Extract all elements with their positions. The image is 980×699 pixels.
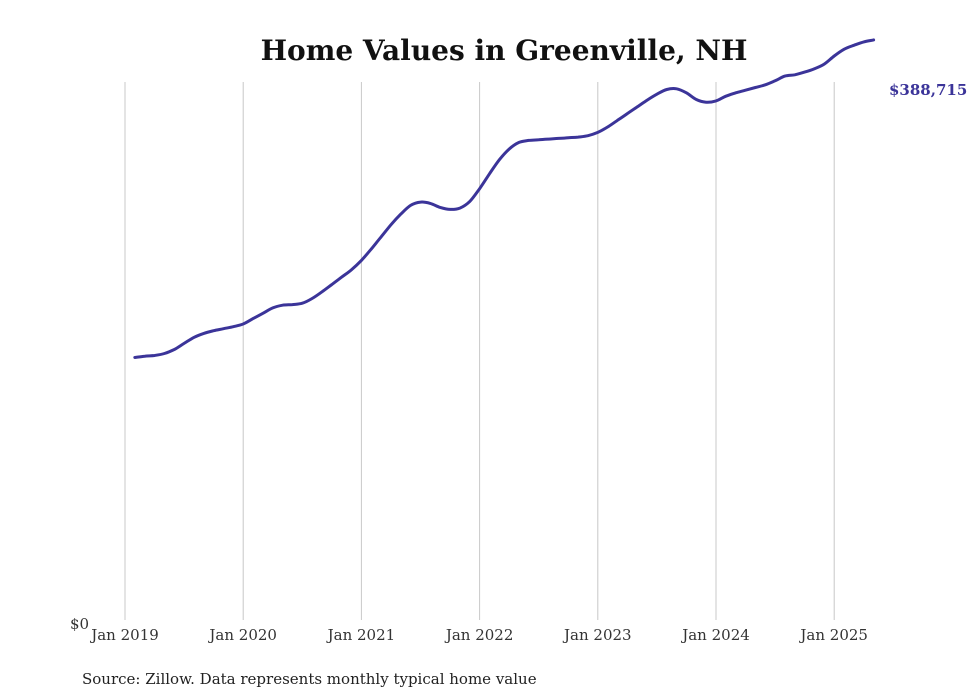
chart-title: Home Values in Greenville, NH: [261, 34, 748, 67]
x-tick-label: Jan 2022: [444, 626, 514, 644]
x-tick-label: Jan 2021: [326, 626, 396, 644]
x-tick-label: Jan 2020: [207, 626, 277, 644]
x-tick-label: Jan 2025: [798, 626, 868, 644]
source-note: Source: Zillow. Data represents monthly …: [82, 670, 537, 688]
series-line-home-value: [133, 38, 876, 359]
x-tick-label: Jan 2019: [89, 626, 159, 644]
x-tick-label: Jan 2023: [562, 626, 632, 644]
x-tick-label: Jan 2024: [680, 626, 750, 644]
x-axis-tick-labels: Jan 2019 Jan 2020 Jan 2021 Jan 2022 Jan 2023…: [89, 626, 868, 644]
vertical-gridlines: [124, 82, 835, 620]
y-axis-zero-label: $0: [70, 615, 89, 633]
latest-value-label: $388,715: [889, 81, 967, 99]
